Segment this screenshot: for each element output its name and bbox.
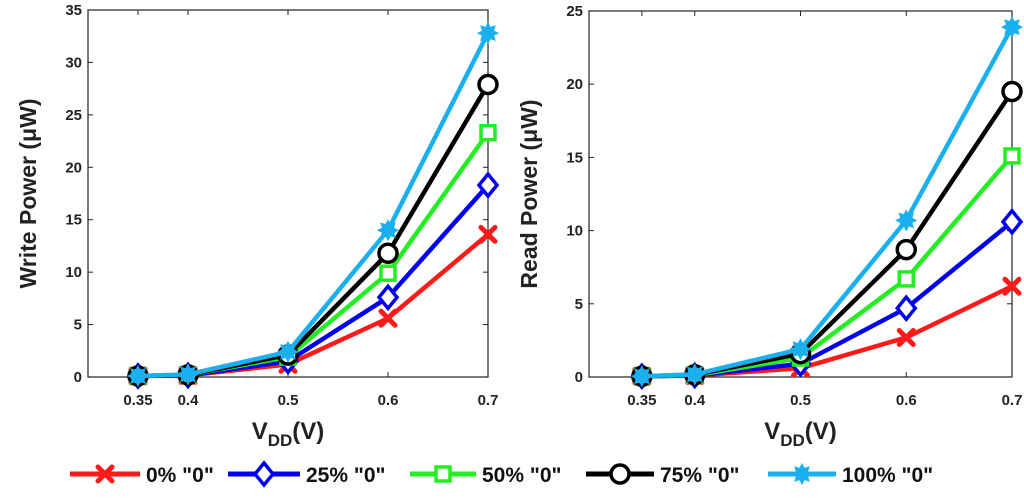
read-data-point [1000, 16, 1024, 39]
write-y-tick-label: 10 [65, 264, 82, 281]
write-data-point [377, 242, 399, 265]
read-x-tick-label: 0.5 [790, 392, 811, 409]
write-x-tick-label: 0.7 [478, 392, 499, 409]
read-y-tick-label: 15 [566, 149, 583, 166]
write-y-tick-label: 25 [65, 107, 82, 124]
legend-item-2: 25% "0" [228, 460, 385, 488]
write-plot-frame [87, 9, 489, 378]
write-y-tick-label: 20 [65, 159, 82, 176]
read-x-axis-label: VDD(V) [764, 418, 837, 450]
read-data-point [789, 338, 812, 361]
legend-item-5: 100% "0" [768, 462, 933, 487]
read-y-axis-label: Read Power (μW) [516, 99, 542, 288]
read-data-point [895, 238, 917, 261]
write-data-point [376, 283, 400, 312]
write-data-point [376, 219, 400, 242]
write-series-line [137, 232, 490, 379]
read-data-point [894, 294, 918, 322]
write-y-tick-label: 0 [74, 369, 82, 386]
write-data-point [477, 73, 499, 96]
write-x-tick-label: 0.4 [178, 392, 200, 409]
legend-marker [434, 465, 452, 483]
read-series-5 [630, 16, 1024, 388]
read-y-tick-label: 5 [575, 296, 583, 313]
legend-marker [790, 462, 814, 486]
read-x-tick-label: 0.7 [1002, 392, 1023, 409]
write-x-tick-label: 0.35 [123, 392, 152, 409]
legend-label: 50% "0" [482, 464, 561, 487]
read-series-line [641, 90, 1014, 379]
read-data-point [895, 209, 918, 232]
read-data-point [897, 270, 915, 288]
write-y-axis-label: Write Power (μW) [15, 99, 41, 289]
write-y-tick-label: 5 [74, 317, 82, 334]
read-data-point [1001, 80, 1023, 103]
legend-item-1: 0% "0" [70, 464, 214, 487]
write-data-point [176, 363, 200, 386]
write-data-point [378, 308, 398, 328]
write-data-point [479, 123, 497, 142]
write-y-tick-label: 30 [65, 54, 82, 71]
read-y-tick-label: 10 [566, 223, 583, 240]
write-series-1 [128, 224, 498, 386]
read-x-tick-label: 0.35 [627, 392, 656, 409]
legend-label: 75% "0" [660, 464, 739, 487]
write-x-axis-label: VDD(V) [252, 418, 325, 450]
write-data-point [476, 21, 500, 45]
write-data-point [276, 340, 300, 363]
read-data-point [683, 363, 706, 386]
read-data-point [1003, 147, 1021, 165]
read-y-tick-label: 20 [566, 76, 583, 93]
write-y-tick-label: 35 [65, 2, 82, 19]
legend-label: 100% "0" [842, 464, 933, 487]
read-x-tick-label: 0.4 [684, 392, 706, 409]
write-series-line [137, 83, 490, 379]
legend-marker [252, 460, 276, 488]
read-data-point [896, 327, 916, 347]
read-series-line [641, 220, 1014, 379]
write-y-tick-label: 15 [65, 212, 82, 229]
read-y-tick-label: 0 [575, 369, 583, 386]
legend-label: 0% "0" [146, 464, 214, 487]
read-data-point [1002, 276, 1022, 296]
write-x-tick-label: 0.5 [278, 392, 299, 409]
write-series-5 [126, 21, 500, 388]
read-y-tick-label: 25 [566, 3, 583, 20]
read-series-line [641, 284, 1013, 379]
read-x-tick-label: 0.6 [896, 392, 917, 409]
legend-label: 25% "0" [306, 464, 385, 487]
read-data-point [1000, 208, 1024, 236]
write-power-chart: 0 5 10 15 20 25 30 35 0.35 0.4 0.5 0.6 0.7 Write Powe… [15, 2, 500, 450]
write-data-point [126, 364, 150, 388]
read-series-line [641, 26, 1014, 379]
write-data-point [476, 171, 500, 199]
read-power-chart: 0 5 10 15 20 25 0.35 0.4 0.5 0.6 0.7 Read Power (μW… [516, 3, 1024, 450]
legend-marker [609, 463, 631, 485]
legend: 0% "0" 25% "0" 50% "0" 75% "0" 100% "0" [70, 460, 933, 488]
write-data-point [478, 224, 498, 244]
write-x-tick-label: 0.6 [378, 392, 399, 409]
write-data-point [379, 264, 397, 282]
legend-item-3: 50% "0" [410, 464, 561, 487]
legend-marker [95, 464, 115, 484]
legend-item-4: 75% "0" [586, 463, 739, 487]
read-data-point [630, 365, 653, 388]
read-plot-frame [588, 10, 1013, 378]
